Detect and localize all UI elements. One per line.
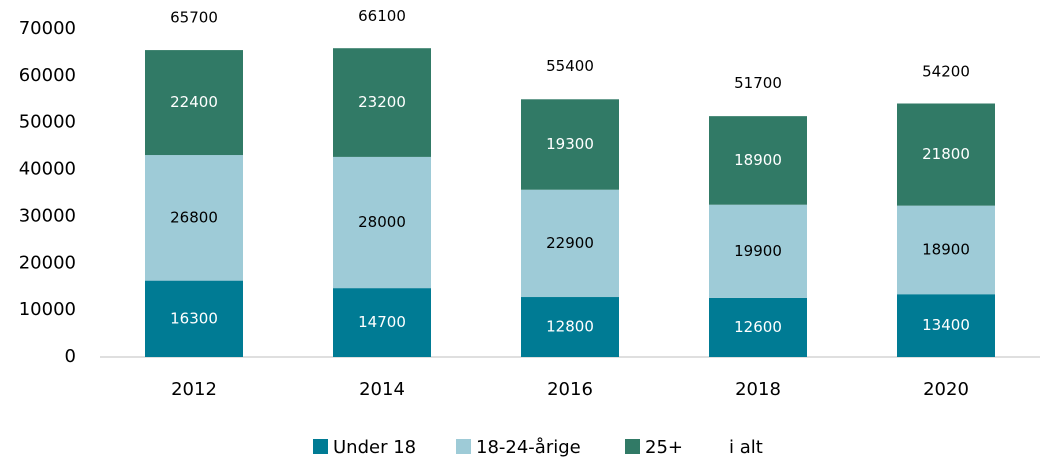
total-label: 51700 — [734, 74, 782, 92]
data-label: 21800 — [922, 145, 970, 163]
bar-segment — [897, 103, 995, 206]
data-label: 19900 — [734, 242, 782, 260]
total-label: 66100 — [358, 7, 406, 25]
legend-swatch — [456, 439, 471, 454]
legend-label: i alt — [729, 437, 763, 458]
y-tick-label: 40000 — [19, 159, 76, 180]
bar-segment — [709, 116, 807, 205]
data-label: 26800 — [170, 208, 218, 226]
y-tick-label: 0 — [65, 346, 76, 367]
data-label: 12800 — [546, 318, 594, 336]
y-tick-label: 70000 — [19, 18, 76, 39]
bar-segment — [521, 297, 619, 357]
legend-label: 18-24-årige — [476, 437, 581, 458]
data-label: 22900 — [546, 234, 594, 252]
bar-segment — [709, 297, 807, 357]
x-tick-label: 2012 — [171, 379, 217, 400]
bar-segment — [897, 205, 995, 295]
bar-segment — [145, 280, 243, 357]
legend-swatch — [625, 439, 640, 454]
legend-label: Under 18 — [333, 437, 416, 458]
total-label: 65700 — [170, 9, 218, 27]
data-label: 22400 — [170, 93, 218, 111]
data-label: 18900 — [922, 240, 970, 258]
data-label: 19300 — [546, 135, 594, 153]
data-label: 12600 — [734, 318, 782, 336]
y-tick-label: 10000 — [19, 299, 76, 320]
y-tick-label: 50000 — [19, 112, 76, 133]
bar-segment — [333, 48, 431, 157]
x-tick-label: 2018 — [735, 379, 781, 400]
x-tick-label: 2020 — [923, 379, 969, 400]
data-label: 18900 — [734, 151, 782, 169]
x-tick-label: 2016 — [547, 379, 593, 400]
total-label: 54200 — [922, 63, 970, 81]
y-tick-label: 60000 — [19, 65, 76, 86]
legend-label: 25+ — [645, 437, 683, 458]
bar-segment — [709, 204, 807, 298]
bar-segment — [145, 155, 243, 281]
data-label: 28000 — [358, 213, 406, 231]
y-tick-label: 20000 — [19, 252, 76, 273]
data-label: 23200 — [358, 93, 406, 111]
total-label: 55400 — [546, 57, 594, 75]
bar-segment — [897, 294, 995, 357]
x-tick-label: 2014 — [359, 379, 405, 400]
y-tick-label: 30000 — [19, 205, 76, 226]
bar-segment — [521, 99, 619, 190]
data-label: 16300 — [170, 309, 218, 327]
data-label: 13400 — [922, 316, 970, 334]
data-label: 14700 — [358, 313, 406, 331]
bar-segment — [145, 50, 243, 156]
bar-segment — [333, 156, 431, 289]
legend-swatch — [313, 439, 328, 454]
bar-segment — [521, 189, 619, 298]
bar-segment — [333, 288, 431, 357]
